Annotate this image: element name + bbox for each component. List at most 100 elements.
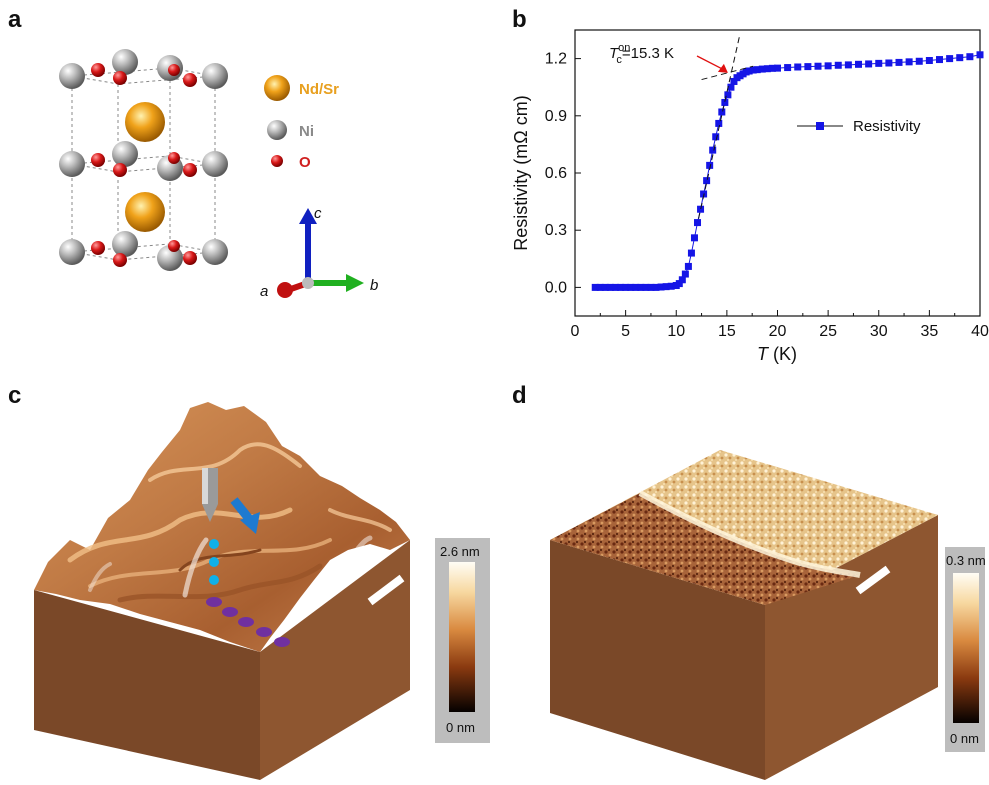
data-point xyxy=(721,98,729,106)
data-point xyxy=(905,58,913,66)
y-tick-label: 0.9 xyxy=(545,108,567,125)
data-point xyxy=(712,133,720,141)
data-point xyxy=(617,283,625,291)
block-left-face xyxy=(550,540,765,780)
x-tick-label: 5 xyxy=(621,323,630,340)
data-point xyxy=(678,276,686,284)
data-point xyxy=(694,219,702,227)
x-axis-title: T (K) xyxy=(757,344,797,364)
step-edge xyxy=(638,490,861,578)
data-point xyxy=(976,51,984,59)
data-point xyxy=(936,56,943,64)
legend-ni-swatch xyxy=(267,120,287,140)
data-point xyxy=(727,83,735,91)
data-point xyxy=(718,108,726,116)
data-point xyxy=(804,63,812,71)
lower-terrace xyxy=(550,493,860,605)
plot-frame xyxy=(574,29,981,317)
c-axis-label: c xyxy=(314,205,322,222)
data-point xyxy=(730,77,738,85)
legend-nd-sr-swatch xyxy=(264,75,290,101)
tc-annotation-subscript: c xyxy=(616,54,622,66)
tc-dashed-line xyxy=(701,65,754,81)
tc-annotation-text: Ton c=15.3 K xyxy=(609,42,674,66)
chart-legend: Resistivity xyxy=(797,118,921,135)
data-point xyxy=(885,59,893,67)
x-tick-label: 10 xyxy=(667,323,685,340)
stm-tip-icon xyxy=(202,468,218,522)
data-point xyxy=(895,58,903,66)
data-point xyxy=(667,282,675,290)
data-point xyxy=(632,283,640,291)
colorbar-d-max-label: 0.3 nm xyxy=(946,553,986,568)
legend-series-label: Resistivity xyxy=(853,118,921,135)
x-tick-label: 15 xyxy=(718,323,736,340)
x-axis-title-unit: (K) xyxy=(768,344,797,364)
data-point xyxy=(697,205,705,213)
data-point xyxy=(612,283,619,291)
x-tick-label: 0 xyxy=(571,323,580,340)
data-point xyxy=(652,283,660,291)
data-point xyxy=(684,262,692,270)
panel-label-d: d xyxy=(512,382,527,409)
data-point xyxy=(925,57,933,65)
data-point xyxy=(703,177,711,185)
data-point xyxy=(774,64,781,72)
x-tick-label: 20 xyxy=(769,323,787,340)
a-axis-label: a xyxy=(260,283,268,300)
data-point xyxy=(768,64,776,72)
afm-image-c: 2.6 nm 0 nm xyxy=(34,402,490,780)
x-tick-label: 25 xyxy=(819,323,837,340)
data-points xyxy=(591,51,984,291)
tc-annotation-value: =15.3 K xyxy=(622,45,674,62)
y-axis-ticks: 0.0 0.3 0.6 0.9 1.2 xyxy=(545,51,581,296)
tc-construction-lines xyxy=(698,33,754,219)
x-axis-ticks: 0 5 10 15 20 25 30 35 40 xyxy=(571,310,989,340)
y-axis-title: Resistivity (mΩ cm) xyxy=(511,95,531,250)
tc-annotation-superscript: on xyxy=(618,42,630,54)
data-point xyxy=(622,283,630,291)
y-tick-label: 0.0 xyxy=(545,279,567,296)
series-line xyxy=(595,54,981,288)
b-axis-label: b xyxy=(370,277,378,294)
data-point xyxy=(690,234,698,242)
x-axis-title-symbol: T xyxy=(757,344,770,364)
data-point xyxy=(687,249,695,257)
panel-label-b: b xyxy=(512,6,527,33)
nd-sr-atoms xyxy=(125,102,165,232)
data-point xyxy=(834,61,842,69)
x-tick-label: 40 xyxy=(971,323,989,340)
data-point xyxy=(647,283,655,291)
data-point xyxy=(758,65,766,73)
y-tick-label: 0.6 xyxy=(545,165,567,182)
colorbar-d-min-label: 0 nm xyxy=(950,731,979,746)
purple-dots xyxy=(206,597,290,647)
data-point xyxy=(855,60,862,68)
data-point xyxy=(606,283,614,291)
data-point xyxy=(915,57,923,65)
axes-triad: c b a xyxy=(260,205,378,300)
scan-direction-arrow-icon xyxy=(230,497,260,534)
tc-dashed-line xyxy=(698,33,741,219)
atom-legend: Nd/Sr Ni O xyxy=(264,75,339,171)
scale-bar xyxy=(855,565,891,595)
tc-annotation: Ton c=15.3 K xyxy=(609,42,728,73)
data-point xyxy=(637,283,645,291)
legend-marker xyxy=(816,122,824,130)
data-point xyxy=(627,283,635,291)
panel-label-a: a xyxy=(8,6,22,33)
afm-image-d: 0.3 nm 0 nm xyxy=(550,450,986,780)
data-point xyxy=(824,62,832,70)
data-point xyxy=(956,54,964,62)
block-right-face xyxy=(765,515,938,780)
data-point xyxy=(753,66,761,74)
data-point xyxy=(784,64,792,72)
surface-ridges xyxy=(67,442,392,603)
colorbar-d: 0.3 nm 0 nm xyxy=(945,547,986,752)
colorbar-c-max-label: 2.6 nm xyxy=(440,544,480,559)
data-point xyxy=(749,66,757,74)
tc-annotation-symbol: T xyxy=(609,45,620,62)
data-point xyxy=(794,63,802,71)
data-point xyxy=(662,283,670,291)
data-point xyxy=(865,60,873,68)
